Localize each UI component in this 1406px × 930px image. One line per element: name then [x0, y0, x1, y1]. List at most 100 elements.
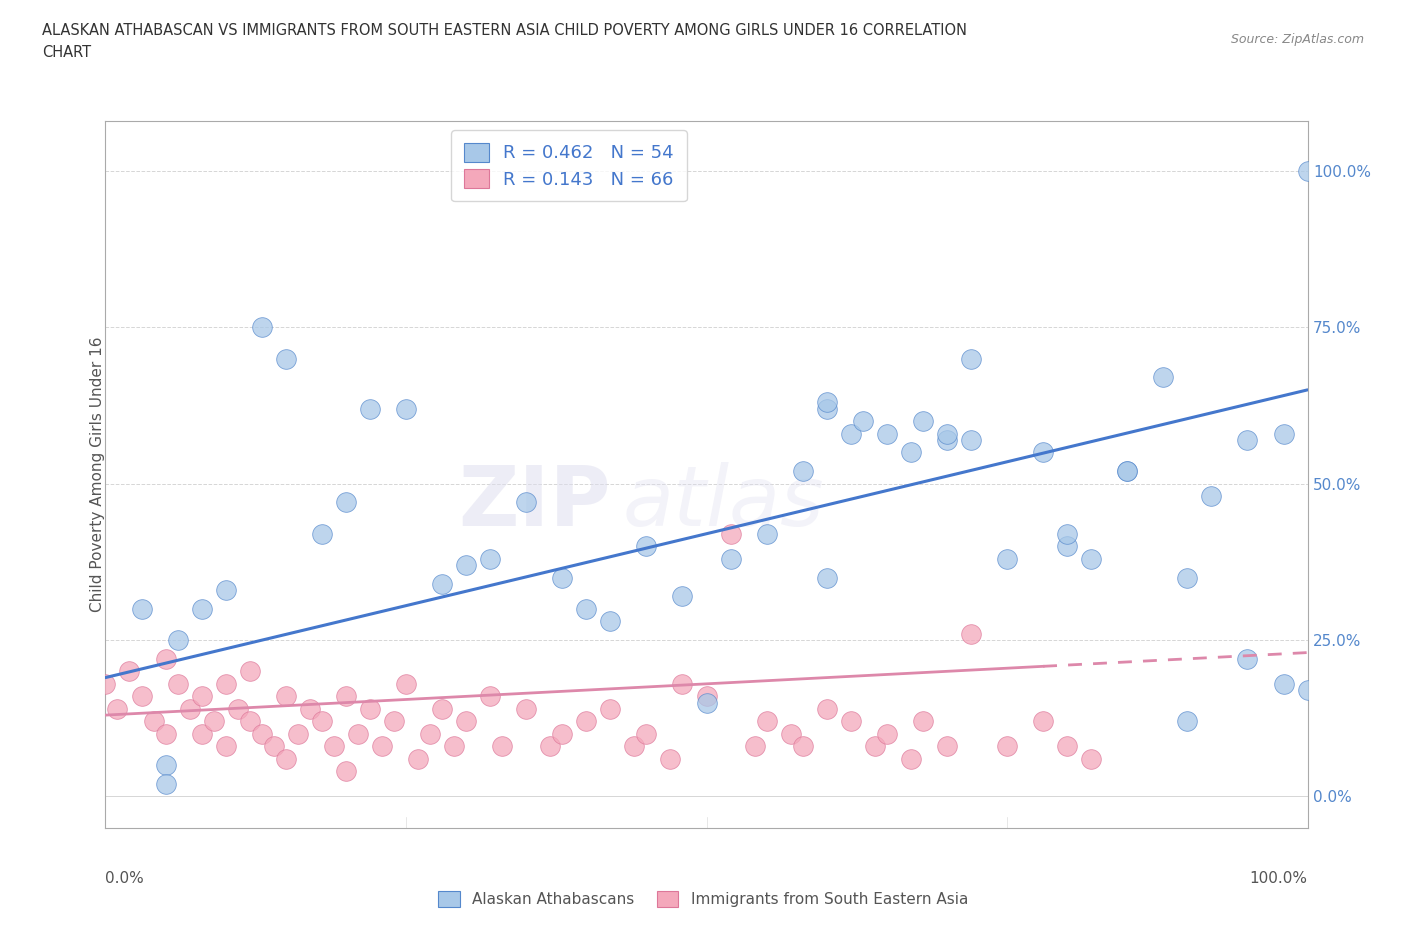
Point — [1116, 464, 1139, 479]
Point — [1056, 526, 1078, 541]
Text: Source: ZipAtlas.com: Source: ZipAtlas.com — [1230, 33, 1364, 46]
Point — [900, 751, 922, 766]
Point — [107, 701, 129, 716]
Point — [359, 701, 381, 716]
Point — [815, 570, 838, 585]
Point — [575, 714, 598, 729]
Point — [491, 739, 513, 754]
Point — [335, 764, 357, 778]
Point — [155, 726, 177, 741]
Point — [960, 627, 983, 642]
Point — [876, 426, 898, 441]
Point — [1175, 714, 1198, 729]
Point — [479, 551, 502, 566]
Text: atlas: atlas — [623, 462, 824, 543]
Point — [1236, 651, 1258, 666]
Point — [202, 714, 225, 729]
Point — [155, 651, 177, 666]
Point — [720, 551, 742, 566]
Point — [142, 714, 165, 729]
Point — [166, 632, 188, 647]
Point — [250, 726, 273, 741]
Point — [1296, 683, 1319, 698]
Point — [575, 602, 598, 617]
Point — [1236, 432, 1258, 447]
Point — [419, 726, 441, 741]
Text: 0.0%: 0.0% — [105, 871, 145, 886]
Point — [538, 739, 561, 754]
Point — [479, 689, 502, 704]
Point — [863, 739, 886, 754]
Point — [443, 739, 465, 754]
Point — [190, 689, 212, 704]
Point — [551, 570, 574, 585]
Point — [179, 701, 201, 716]
Point — [239, 664, 262, 679]
Text: ALASKAN ATHABASCAN VS IMMIGRANTS FROM SOUTH EASTERN ASIA CHILD POVERTY AMONG GIR: ALASKAN ATHABASCAN VS IMMIGRANTS FROM SO… — [42, 23, 967, 38]
Point — [1032, 714, 1054, 729]
Point — [274, 352, 297, 366]
Point — [430, 701, 453, 716]
Point — [287, 726, 309, 741]
Point — [1080, 551, 1102, 566]
Point — [250, 320, 273, 335]
Point — [359, 401, 381, 416]
Point — [131, 602, 153, 617]
Point — [839, 426, 862, 441]
Point — [214, 676, 236, 691]
Point — [155, 758, 177, 773]
Point — [1175, 570, 1198, 585]
Point — [298, 701, 321, 716]
Point — [696, 695, 718, 710]
Point — [815, 701, 838, 716]
Point — [1296, 164, 1319, 179]
Point — [551, 726, 574, 741]
Point — [995, 739, 1018, 754]
Point — [1201, 489, 1223, 504]
Point — [960, 352, 983, 366]
Point — [347, 726, 370, 741]
Point — [395, 401, 418, 416]
Point — [779, 726, 801, 741]
Point — [900, 445, 922, 459]
Point — [960, 432, 983, 447]
Point — [755, 526, 778, 541]
Point — [936, 432, 959, 447]
Point — [322, 739, 344, 754]
Point — [382, 714, 405, 729]
Point — [335, 495, 357, 510]
Point — [263, 739, 285, 754]
Point — [274, 689, 297, 704]
Point — [118, 664, 141, 679]
Point — [599, 701, 621, 716]
Point — [744, 739, 766, 754]
Point — [792, 739, 814, 754]
Point — [274, 751, 297, 766]
Point — [876, 726, 898, 741]
Point — [720, 526, 742, 541]
Point — [1056, 538, 1078, 553]
Point — [852, 414, 875, 429]
Point — [995, 551, 1018, 566]
Point — [190, 726, 212, 741]
Point — [131, 689, 153, 704]
Point — [671, 676, 693, 691]
Point — [94, 676, 117, 691]
Point — [636, 538, 658, 553]
Point — [1032, 445, 1054, 459]
Point — [335, 689, 357, 704]
Point — [214, 739, 236, 754]
Point — [515, 495, 537, 510]
Point — [911, 714, 934, 729]
Point — [214, 582, 236, 597]
Point — [696, 689, 718, 704]
Text: ZIP: ZIP — [458, 462, 610, 543]
Point — [395, 676, 418, 691]
Point — [1056, 739, 1078, 754]
Point — [936, 426, 959, 441]
Point — [155, 777, 177, 791]
Point — [659, 751, 682, 766]
Point — [815, 395, 838, 410]
Point — [936, 739, 959, 754]
Point — [636, 726, 658, 741]
